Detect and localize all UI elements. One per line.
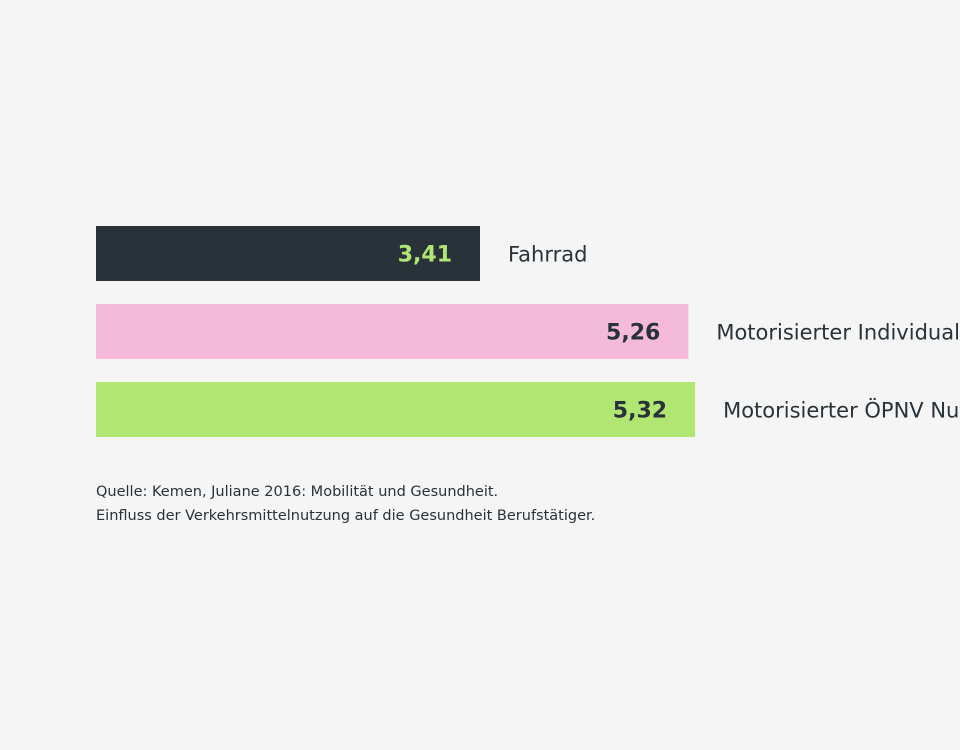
bar-value-label-2: 5,26 [606,321,660,346]
bar-value-label-3: 5,32 [613,399,667,424]
category-label-2: Motorisierter Individualverkehr [716,321,960,345]
category-label-1: Fahrrad [508,243,587,267]
source-line-2: Einfluss der Verkehrsmittelnutzung auf d… [96,508,596,524]
category-label-3: Motorisierter ÖPNV Nutzer [723,398,960,423]
bar-2 [96,304,689,359]
source-note: Quelle: Kemen, Juliane 2016: Mobilität u… [96,480,595,528]
bar-value-label-1: 3,41 [398,243,452,268]
source-line-1: Quelle: Kemen, Juliane 2016: Mobilität u… [96,484,499,500]
bar-3 [96,382,696,437]
bar-1 [96,226,480,281]
